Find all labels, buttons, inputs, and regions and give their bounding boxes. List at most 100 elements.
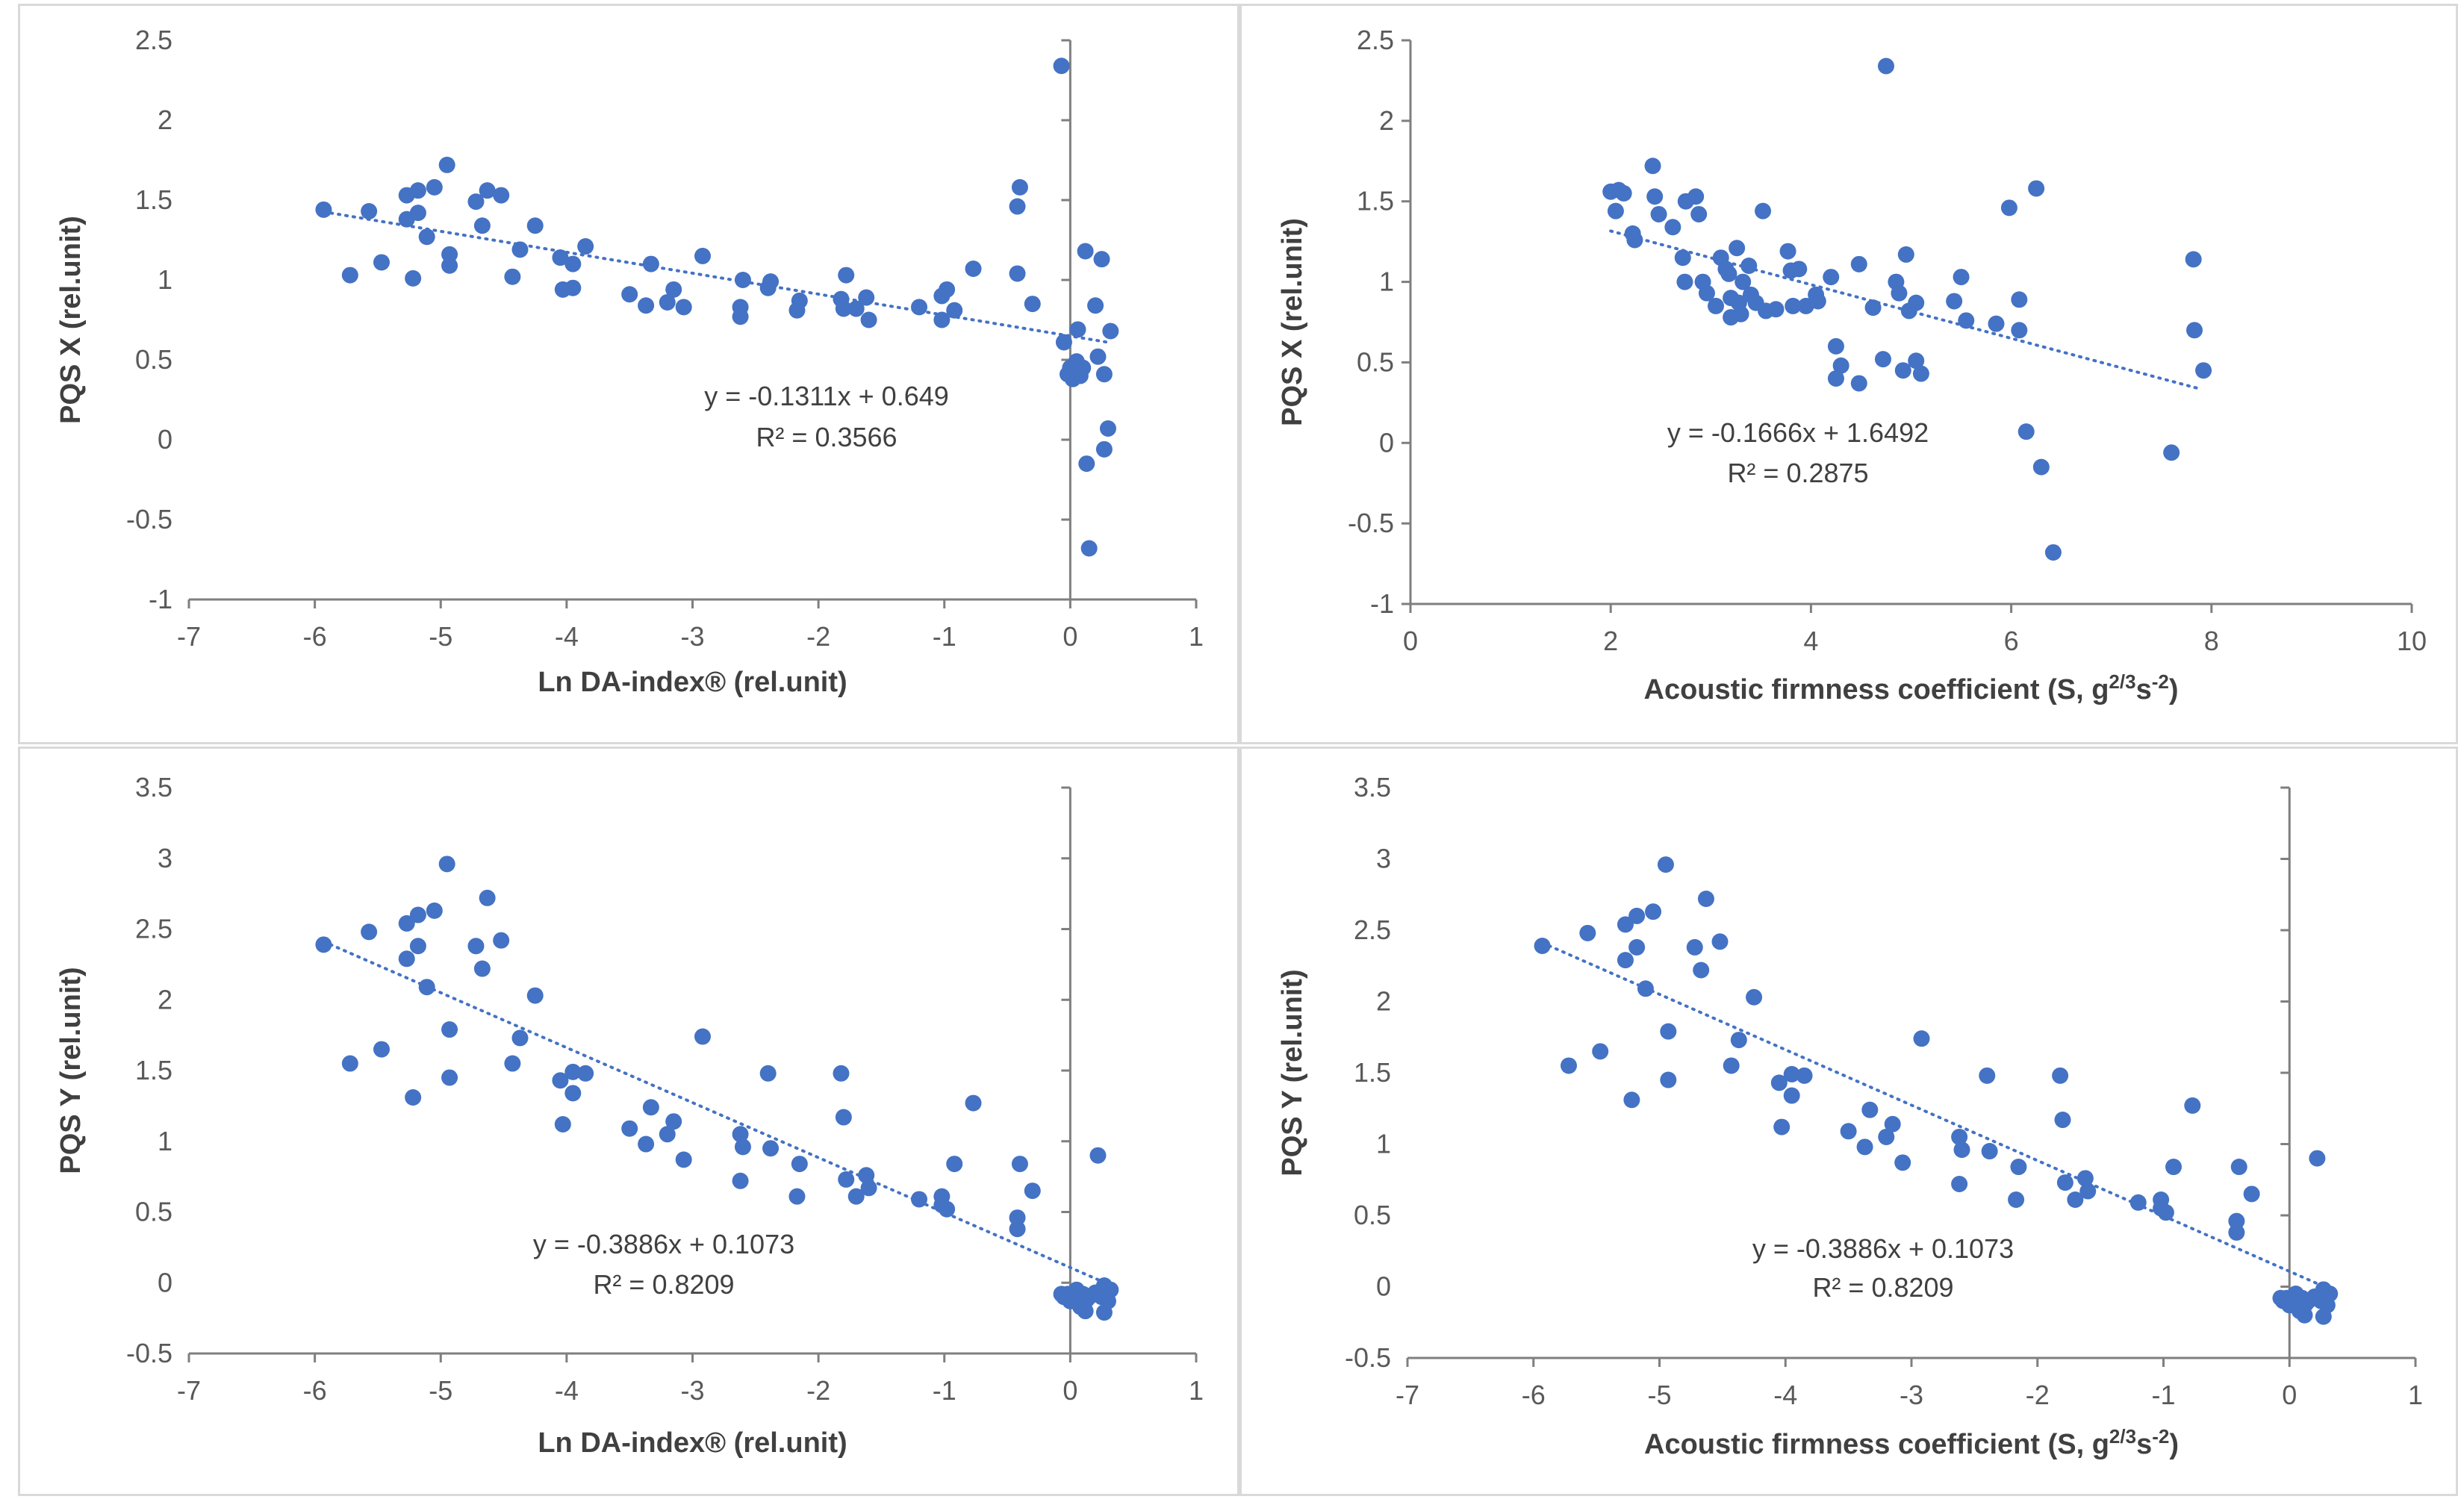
x-tick-label: -5 <box>429 1375 452 1406</box>
data-point <box>1607 202 1624 219</box>
y-tick-label: 0.5 <box>135 344 172 375</box>
data-point <box>1660 1071 1677 1088</box>
x-axis-title-part: ) <box>2169 674 2179 705</box>
data-point <box>1674 249 1691 267</box>
chart-panel-top-right: -1 -0.5 0 0.5 1 1.5 2 2.5 0 2 4 6 8 10 y = -0.1666x + … <box>1239 4 2458 744</box>
y-tick-label: 0 <box>158 1267 172 1297</box>
data-point <box>405 1089 422 1106</box>
data-point <box>1832 357 1849 374</box>
data-point <box>1891 284 1908 302</box>
data-point <box>1687 188 1705 205</box>
data-point <box>621 286 638 303</box>
x-axis-title-part: Acoustic firmness coefficient (S, g <box>1644 674 2109 705</box>
data-point <box>1626 231 1643 249</box>
data-point <box>1783 1087 1800 1104</box>
data-point <box>2228 1224 2245 1241</box>
data-point <box>1953 269 1970 286</box>
x-axis-title-part: s <box>2136 674 2152 705</box>
x-tick-label: -6 <box>1522 1380 1546 1410</box>
data-point <box>1077 243 1094 260</box>
y-tick-label: 1 <box>1376 1129 1391 1159</box>
x-tick-label: -2 <box>806 621 830 652</box>
x-axis-title-superscript: -2 <box>2152 1425 2169 1448</box>
data-point <box>1628 907 1646 924</box>
data-point <box>409 938 426 955</box>
data-point <box>1011 178 1028 196</box>
data-point <box>1827 370 1844 387</box>
x-tick-label: 10 <box>2397 626 2427 656</box>
data-point <box>2011 322 2028 339</box>
data-point <box>504 1055 521 1072</box>
data-point <box>315 201 332 218</box>
y-axis-title: PQS X (rel.unit) <box>55 216 87 424</box>
x-tick-label: -7 <box>177 1375 201 1406</box>
data-point <box>479 182 496 199</box>
data-point <box>2186 322 2203 339</box>
y-tick-label: 2 <box>158 984 172 1015</box>
data-point <box>1874 351 1891 368</box>
data-point <box>1878 1128 1895 1145</box>
data-point <box>638 297 655 314</box>
trendline-equation: y = -0.3886x + 0.1073 <box>533 1229 794 1259</box>
data-point <box>2028 180 2045 197</box>
data-point <box>2195 362 2212 379</box>
y-tick-label: 0.5 <box>135 1197 172 1227</box>
y-tick-label: 0 <box>1376 1271 1391 1302</box>
y-tick-label: 0 <box>1379 427 1394 458</box>
y-axis-title: PQS X (rel.unit) <box>1277 218 1308 426</box>
data-point <box>1650 205 1667 222</box>
data-point <box>1840 1123 1857 1140</box>
x-axis-title: Ln DA-index® (rel.unit) <box>538 667 847 698</box>
data-point <box>835 300 852 317</box>
data-point <box>1660 1023 1677 1040</box>
data-point <box>564 255 582 272</box>
data-point <box>638 1135 655 1153</box>
data-point <box>642 1099 659 1116</box>
data-point <box>1592 1043 1609 1060</box>
data-point <box>2008 1191 2025 1208</box>
chart-panel-bottom-left: -0.5 0 0.5 1 1.5 2 2.5 3 3.5 -7 -6 -5 -4 -3 -2 -1 0 1 y = … <box>18 747 1239 1496</box>
trendline-equation: y = -0.1666x + 1.6492 <box>1667 417 1929 448</box>
chart-panel-top-left: -1 -0.5 0 0.5 1 1.5 2 2.5 -7 -6 -5 -4 -3 -2 -1 0 1 y = -0… <box>18 4 1239 744</box>
data-point <box>838 267 855 284</box>
data-point <box>694 247 711 264</box>
data-point <box>1720 265 1737 282</box>
data-point <box>762 1140 780 1157</box>
data-point <box>1770 1074 1788 1091</box>
data-point <box>426 902 443 919</box>
data-point <box>1864 299 1882 317</box>
data-point <box>1657 856 1674 873</box>
data-point <box>511 1029 529 1047</box>
data-point <box>1534 938 1551 955</box>
data-point <box>911 299 928 316</box>
data-point <box>675 1151 692 1168</box>
trendline-equation: y = -0.1311x + 0.649 <box>704 381 949 411</box>
data-point <box>441 257 458 274</box>
data-point <box>732 1172 749 1189</box>
data-point <box>1579 924 1596 941</box>
data-point <box>1894 1154 1911 1171</box>
data-point <box>1561 1057 1577 1074</box>
data-point <box>1664 219 1681 236</box>
data-point <box>1074 359 1092 376</box>
data-point <box>621 1120 638 1137</box>
data-point <box>1877 57 1894 75</box>
data-point <box>1646 188 1664 205</box>
data-point <box>1690 205 1708 222</box>
data-point <box>552 1072 569 1089</box>
trendline-equation: y = -0.3886x + 0.1073 <box>1752 1233 2014 1264</box>
data-point <box>577 1065 594 1082</box>
data-point <box>1099 420 1116 437</box>
trendline <box>322 940 1113 1287</box>
data-point <box>1011 1156 1028 1173</box>
data-point <box>1009 1221 1026 1238</box>
y-tick-label: -0.5 <box>126 1338 172 1368</box>
data-point <box>833 1065 850 1082</box>
trendline <box>1540 941 2332 1291</box>
data-point <box>860 311 877 328</box>
x-tick-label: 6 <box>2004 626 2019 656</box>
data-point <box>1617 916 1634 933</box>
data-point <box>1767 301 1785 318</box>
data-point <box>438 156 455 173</box>
data-point <box>1102 1281 1119 1298</box>
